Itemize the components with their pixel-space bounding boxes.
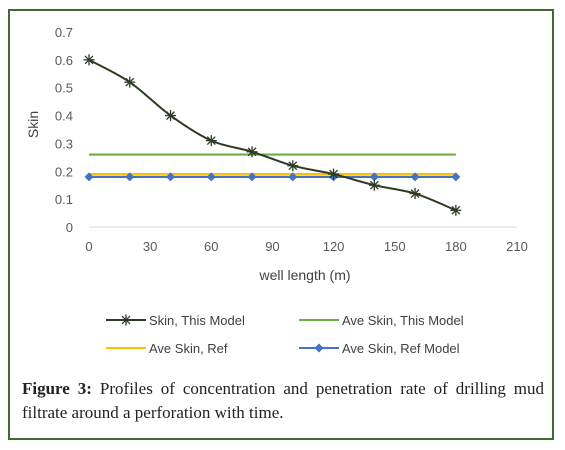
data-point (206, 172, 216, 182)
x-tick-label: 30 (143, 239, 157, 254)
axes: 0 0.1 0.2 0.3 0.4 0.5 0.6 0.7 0 30 60 90 120 150 180 21… (25, 25, 528, 283)
legend-marker (314, 343, 324, 353)
y-tick-label: 0.4 (55, 109, 73, 124)
x-tick-label: 0 (85, 239, 92, 254)
y-tick-label: 0.3 (55, 136, 73, 151)
y-tick-label: 0 (66, 220, 73, 235)
data-point (247, 172, 257, 182)
legend: Skin, This Model Ave Skin, This Model Ave … (106, 313, 464, 356)
x-tick-label: 120 (323, 239, 345, 254)
data-point (125, 172, 135, 182)
legend-label: Skin, This Model (149, 313, 245, 328)
data-point (410, 172, 420, 182)
legend-marker (120, 314, 132, 326)
figure-caption: Figure 3: Profiles of concentration and … (22, 377, 544, 425)
data-point (84, 172, 94, 182)
y-tick-label: 0.6 (55, 53, 73, 68)
data-point (166, 172, 176, 182)
series-layer (83, 54, 462, 216)
data-point (83, 54, 95, 66)
legend-label: Ave Skin, Ref Model (342, 341, 460, 356)
data-point (368, 179, 380, 191)
data-point (246, 146, 258, 158)
y-tick-label: 0.5 (55, 81, 73, 96)
figure-frame (8, 9, 554, 440)
x-axis-title: well length (m) (258, 267, 350, 283)
y-axis-title: Skin (25, 111, 41, 138)
x-tick-label: 90 (265, 239, 279, 254)
figure-caption-text: Profiles of concentration and penetratio… (22, 379, 545, 422)
data-point (369, 172, 379, 182)
data-point (409, 188, 421, 200)
data-point (328, 168, 340, 180)
data-point (450, 204, 462, 216)
data-point (287, 160, 299, 172)
data-point (124, 76, 136, 88)
x-tick-label: 60 (204, 239, 218, 254)
data-point (205, 135, 217, 147)
x-tick-label: 180 (445, 239, 467, 254)
data-point (165, 110, 177, 122)
x-tick-label: 150 (384, 239, 406, 254)
legend-label: Ave Skin, Ref (149, 341, 228, 356)
data-point (451, 172, 461, 182)
series-line (88, 58, 457, 212)
legend-label: Ave Skin, This Model (342, 313, 464, 328)
y-tick-label: 0.1 (55, 192, 73, 207)
y-tick-label: 0.2 (55, 164, 73, 179)
y-tick-label: 0.7 (55, 25, 73, 40)
x-tick-label: 210 (506, 239, 528, 254)
figure-label: Figure 3: (22, 379, 92, 398)
data-point (288, 172, 298, 182)
